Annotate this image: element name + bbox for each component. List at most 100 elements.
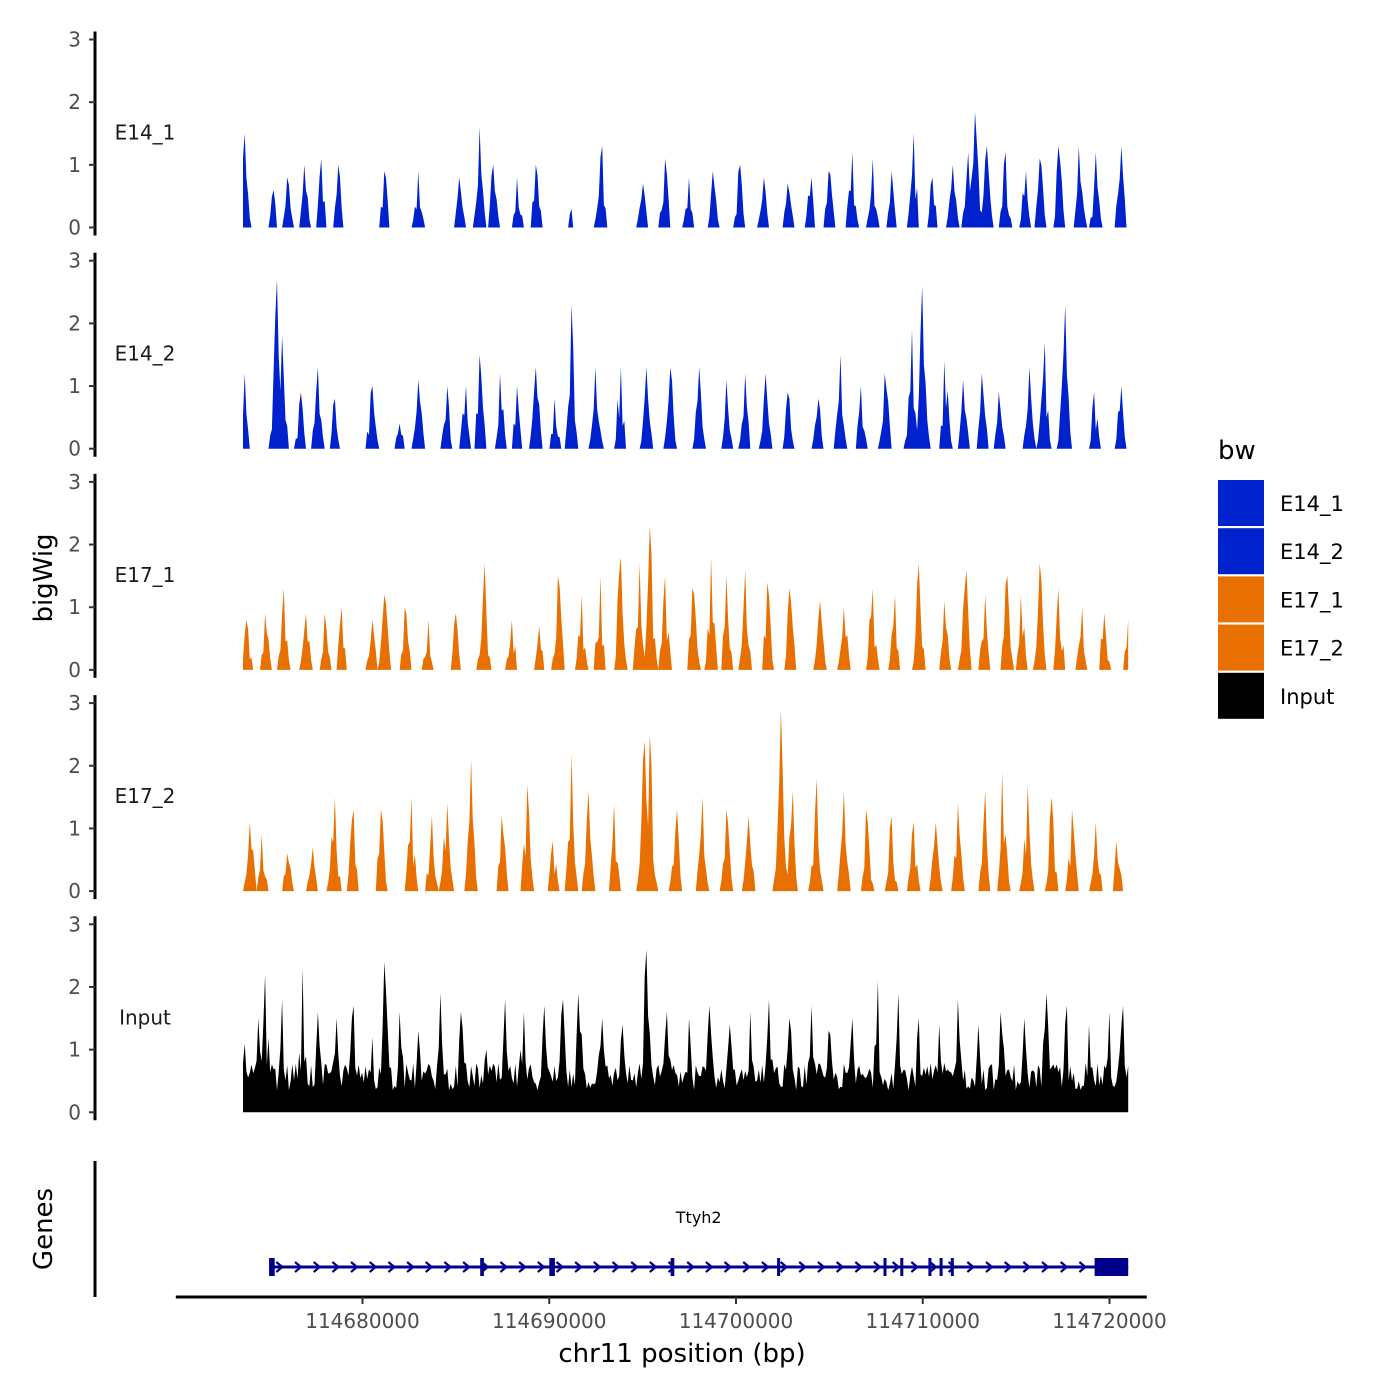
strand-arrow xyxy=(742,1261,751,1273)
y-tick-label: 2 xyxy=(68,90,81,114)
strand-arrow xyxy=(1022,1261,1032,1273)
x-tick-label: 114720000 xyxy=(1052,1309,1167,1333)
legend-label: E17_1 xyxy=(1280,588,1344,613)
panel-e17-2: 0 1 2 3 E17_2 xyxy=(68,691,1129,903)
strand-arrow xyxy=(555,1261,565,1273)
x-axis-title: chr11 position (bp) xyxy=(558,1339,805,1369)
gene-panel: Ttyh2 xyxy=(93,1161,1129,1297)
strand-arrow xyxy=(798,1261,807,1273)
legend-key-e17-1 xyxy=(1218,576,1264,623)
gene-exon xyxy=(670,1258,675,1276)
y-tick-label: 1 xyxy=(68,1038,81,1062)
legend-label: Input xyxy=(1280,685,1334,709)
y-axis-title: bigWig xyxy=(29,533,59,622)
y-tick-label: 1 xyxy=(68,595,81,619)
strand-arrow xyxy=(518,1261,527,1273)
strand-arrow xyxy=(630,1261,639,1273)
gene-exon xyxy=(549,1258,555,1276)
strand-arrow xyxy=(1078,1261,1088,1273)
x-tick-label: 114690000 xyxy=(492,1309,607,1333)
panel-label: E17_2 xyxy=(115,784,176,808)
y-tick-label: 0 xyxy=(68,216,81,240)
x-axis: 114680000 114690000 114700000 114710000 1147… xyxy=(175,1295,1167,1333)
coverage-area-e14-1 xyxy=(243,111,1129,228)
gene-exon xyxy=(1094,1258,1129,1276)
legend-label: E14_1 xyxy=(1280,492,1344,517)
y-tick-label: 3 xyxy=(68,249,81,273)
strand-arrow xyxy=(1059,1261,1069,1273)
strand-arrow xyxy=(929,1261,938,1273)
strand-arrow xyxy=(835,1261,845,1273)
strand-arrow xyxy=(312,1261,322,1273)
strand-arrow xyxy=(667,1261,677,1273)
y-tick-label: 2 xyxy=(68,311,81,335)
strand-arrow xyxy=(854,1261,864,1273)
strand-arrow xyxy=(611,1261,621,1273)
genes-axis-title: Genes xyxy=(29,1188,59,1270)
legend-key-e17-2 xyxy=(1218,624,1264,671)
strand-arrow xyxy=(779,1261,789,1273)
legend-title: bw xyxy=(1218,436,1256,466)
strand-arrow xyxy=(537,1261,546,1273)
strand-arrow xyxy=(705,1261,714,1273)
y-tick-label: 0 xyxy=(68,879,81,903)
y-tick-label: 0 xyxy=(68,437,81,461)
strand-arrow xyxy=(1041,1261,1050,1273)
y-tick-label: 2 xyxy=(68,754,81,778)
legend-label: E14_2 xyxy=(1280,540,1344,565)
gene-exon xyxy=(950,1258,954,1276)
y-tick-label: 1 xyxy=(68,153,81,177)
legend: bw E14_1 E14_2 E17_1 E17_2 Input xyxy=(1218,436,1344,719)
y-tick-label: 1 xyxy=(68,374,81,398)
gene-exon xyxy=(883,1258,887,1276)
legend-key-e14-1 xyxy=(1218,480,1264,526)
strand-arrow xyxy=(761,1261,770,1273)
panel-e17-1: 0 1 2 3 E17_1 xyxy=(68,470,1129,682)
x-tick-label: 114700000 xyxy=(679,1309,794,1333)
strand-arrow xyxy=(891,1261,901,1273)
strand-arrow xyxy=(406,1261,415,1273)
y-tick-label: 3 xyxy=(68,912,81,936)
strand-arrow xyxy=(947,1261,957,1273)
gene-exon xyxy=(777,1258,781,1276)
strand-arrow xyxy=(424,1261,434,1273)
gene-exon xyxy=(928,1258,932,1276)
strand-arrow xyxy=(686,1261,695,1273)
x-tick-label: 114710000 xyxy=(865,1309,980,1333)
y-tick-label: 3 xyxy=(68,28,81,52)
gene-exon xyxy=(269,1258,275,1276)
panel-label: Input xyxy=(119,1005,171,1029)
legend-key-e14-2 xyxy=(1218,528,1264,575)
strand-arrow xyxy=(966,1261,976,1273)
strand-arrow xyxy=(294,1261,303,1273)
strand-arrow xyxy=(331,1261,341,1273)
panel-label: E14_2 xyxy=(115,342,176,366)
strand-arrow xyxy=(985,1261,994,1273)
strand-arrow xyxy=(649,1261,658,1273)
bigwig-panels: 0 1 2 3 E14_1 0 1 2 3 E14_2 0 1 2 3 E17_1 0 1 2 3 E17_2 0 1 2 3… xyxy=(68,28,1129,1124)
y-tick-label: 1 xyxy=(68,816,81,840)
panel-e14-2: 0 1 2 3 E14_2 xyxy=(68,249,1129,461)
coverage-area-e17-2 xyxy=(243,709,1129,892)
y-tick-label: 2 xyxy=(68,533,81,557)
panel-e14-1: 0 1 2 3 E14_1 xyxy=(68,28,1129,240)
coverage-area-input xyxy=(243,949,1129,1113)
strand-arrow xyxy=(574,1261,583,1273)
strand-arrow xyxy=(873,1261,882,1273)
coverage-area-e14-2 xyxy=(243,279,1129,449)
gene-exon xyxy=(939,1258,943,1276)
strand-arrow xyxy=(593,1261,602,1273)
gene-exon xyxy=(480,1258,484,1276)
y-tick-label: 0 xyxy=(68,1100,81,1124)
strand-arrow xyxy=(1003,1261,1013,1273)
strand-arrow xyxy=(387,1261,397,1273)
strand-arrow xyxy=(499,1261,509,1273)
strand-arrow xyxy=(723,1261,733,1273)
y-tick-label: 3 xyxy=(68,470,81,494)
strand-arrow xyxy=(462,1261,471,1273)
legend-key-input xyxy=(1218,672,1264,719)
y-tick-label: 3 xyxy=(68,691,81,715)
strand-arrow xyxy=(910,1261,920,1273)
x-tick-label: 114680000 xyxy=(305,1309,420,1333)
